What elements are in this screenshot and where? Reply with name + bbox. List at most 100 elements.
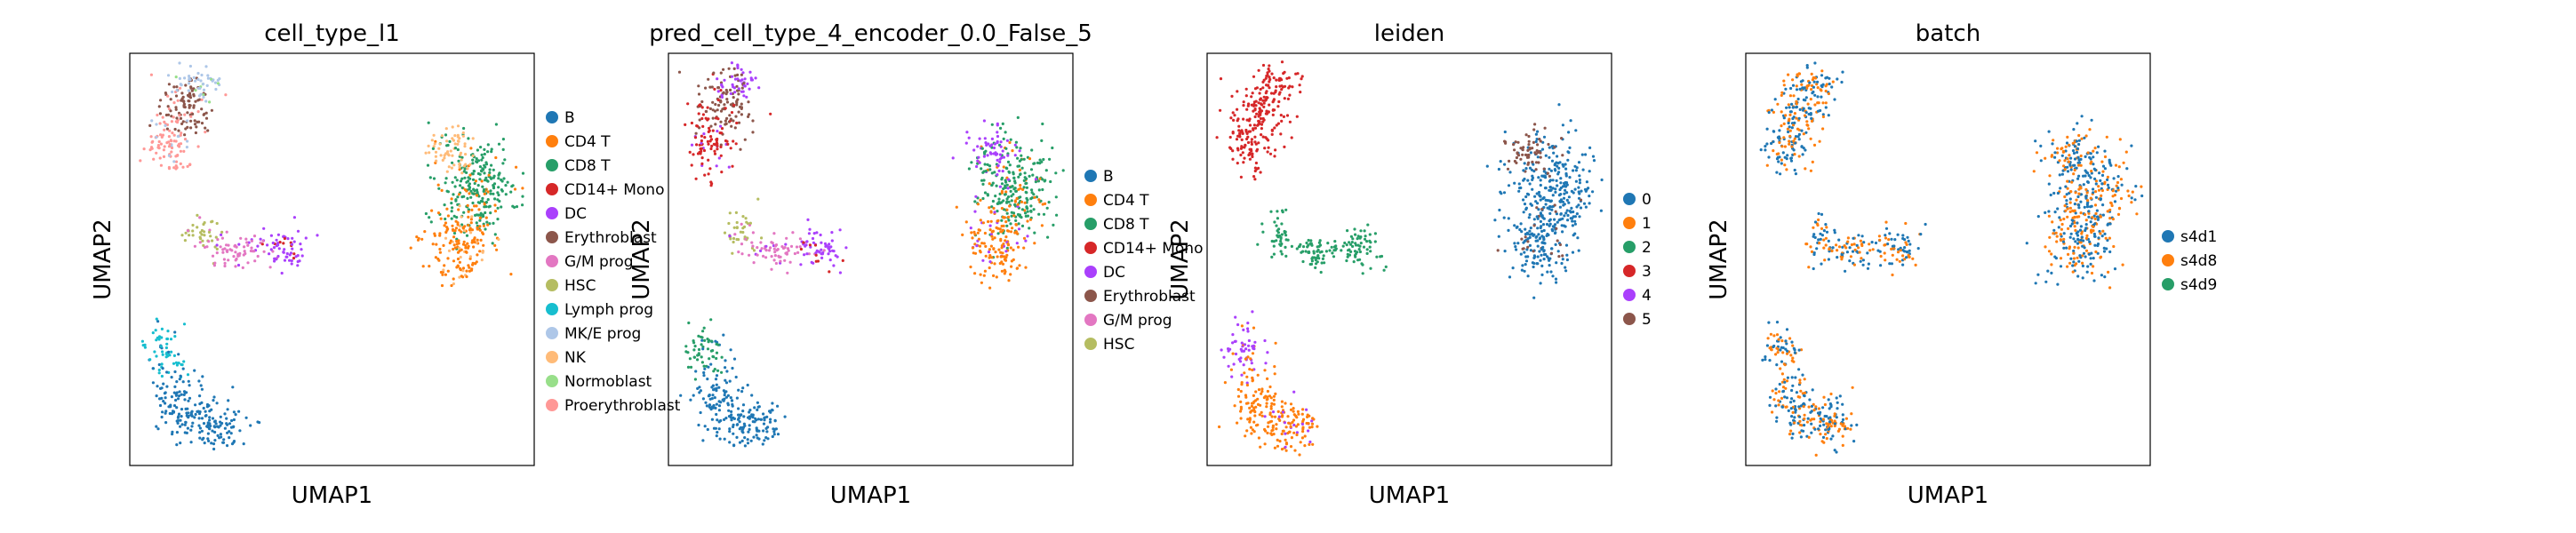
data-point [1528, 229, 1532, 233]
data-point [2083, 136, 2086, 139]
data-point [1790, 397, 1794, 401]
data-point [473, 240, 476, 244]
data-point [494, 155, 498, 160]
data-point [2092, 225, 2095, 228]
data-point [1294, 72, 1298, 76]
data-point [1803, 417, 1806, 420]
data-point [1555, 212, 1558, 216]
data-point [176, 421, 180, 425]
data-point [1792, 148, 1796, 152]
data-point [1250, 138, 1253, 141]
data-point [1254, 424, 1259, 427]
data-point [711, 108, 715, 112]
data-point [1561, 217, 1564, 220]
data-point [993, 236, 996, 240]
data-point [149, 135, 153, 139]
data-point [1816, 86, 1820, 90]
data-point [756, 418, 761, 421]
data-point [981, 221, 985, 225]
data-point [1836, 407, 1839, 410]
data-point [2106, 178, 2109, 181]
data-point [993, 171, 996, 174]
data-point [2106, 238, 2109, 243]
data-point [186, 119, 189, 123]
data-point [1759, 148, 1763, 152]
data-point [1792, 139, 1796, 143]
data-point [1862, 241, 1866, 244]
data-point [1540, 174, 1544, 178]
data-point [1023, 171, 1027, 175]
data-point [969, 227, 972, 230]
data-point [1248, 368, 1252, 371]
data-point [453, 246, 457, 250]
data-point [2069, 232, 2073, 235]
data-point [1825, 437, 1828, 441]
data-point [1809, 169, 1812, 172]
data-point [735, 435, 739, 439]
data-point [441, 273, 444, 276]
data-point [157, 139, 161, 144]
data-point [210, 220, 213, 224]
data-point [973, 233, 977, 236]
data-point [165, 385, 169, 388]
data-point [1792, 346, 1796, 350]
data-point [2050, 271, 2053, 274]
data-point [205, 405, 209, 409]
data-point [1564, 269, 1568, 273]
data-point [716, 130, 719, 133]
data-point [1252, 430, 1256, 434]
data-point [1780, 405, 1784, 409]
data-point [1227, 364, 1230, 368]
data-point [2066, 265, 2069, 268]
data-point [2077, 206, 2081, 210]
data-point [458, 165, 461, 169]
data-point [497, 186, 500, 189]
data-point [172, 133, 176, 137]
data-point [778, 255, 781, 259]
data-point [1331, 251, 1334, 255]
data-point [786, 271, 789, 274]
data-point [748, 70, 752, 74]
data-point [1565, 191, 1569, 195]
data-point [175, 116, 179, 120]
data-point [992, 146, 996, 150]
data-point [998, 261, 1002, 266]
data-point [1828, 420, 1832, 424]
data-point [970, 231, 973, 235]
data-point [1550, 159, 1555, 163]
data-point [773, 251, 777, 254]
data-point [1228, 135, 1232, 139]
data-point [1301, 430, 1305, 434]
data-point [1524, 167, 1528, 171]
data-point [1274, 148, 1277, 152]
data-point [731, 164, 734, 168]
data-point [216, 425, 220, 428]
data-point [179, 425, 182, 428]
data-point [2063, 204, 2067, 208]
data-point [467, 176, 470, 179]
data-point [1577, 203, 1580, 207]
data-point [483, 187, 486, 192]
data-point [756, 436, 759, 440]
data-point [1269, 432, 1273, 435]
data-point [1539, 179, 1542, 182]
data-point [808, 227, 812, 231]
legend-marker [546, 135, 558, 147]
data-point [1525, 192, 1530, 195]
data-point [234, 265, 237, 268]
data-point [714, 123, 717, 126]
data-point [1033, 231, 1036, 235]
data-point [1010, 195, 1013, 198]
data-point [1263, 415, 1267, 418]
data-point [2099, 232, 2102, 235]
data-point [2076, 234, 2080, 237]
data-point [150, 140, 154, 144]
data-point [1006, 154, 1010, 157]
data-point [784, 251, 788, 255]
data-point [177, 415, 180, 418]
data-point [165, 141, 169, 145]
data-point [1267, 146, 1270, 149]
data-point [1822, 395, 1826, 399]
data-point [807, 252, 811, 256]
data-point [2126, 189, 2130, 193]
